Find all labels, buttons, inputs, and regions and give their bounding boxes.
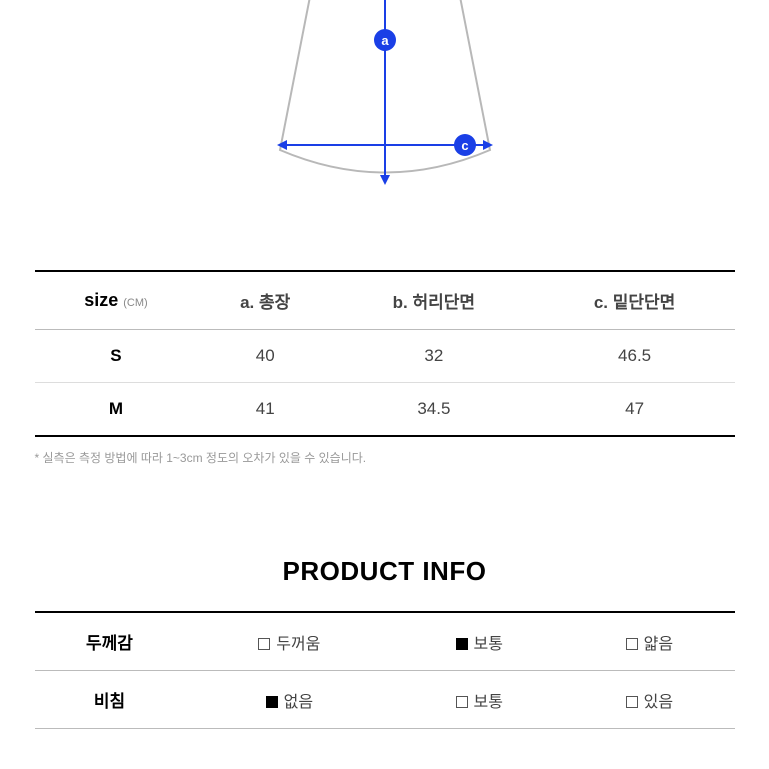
col-b-header: b. 허리단면 [333,271,535,330]
info-option: 없음 [185,671,395,729]
measurement-footnote: * 실측은 측정 방법에 따라 1~3cm 정도의 오차가 있을 수 있습니다. [35,449,735,466]
info-row-thickness: 두께감 두꺼움 보통 얇음 [35,612,735,671]
size-header-cell: size (CM) [35,271,198,330]
size-diagram: a c [0,0,769,220]
info-option: 보통 [394,612,564,671]
checkbox-icon [258,638,270,650]
size-value: 41 [197,383,333,437]
size-value: 40 [197,330,333,383]
checkbox-filled-icon [456,638,468,650]
marker-a: a [374,29,396,51]
info-label: 비침 [35,671,185,729]
skirt-diagram-svg: a c [205,0,565,210]
info-option: 얇음 [564,612,734,671]
checkbox-filled-icon [266,696,278,708]
info-option: 두꺼움 [185,612,395,671]
checkbox-icon [626,638,638,650]
checkbox-icon [626,696,638,708]
checkbox-icon [456,696,468,708]
size-value: 32 [333,330,535,383]
size-value: 34.5 [333,383,535,437]
product-info-table: 두께감 두꺼움 보통 얇음 비침 없음 보통 있음 [35,611,735,729]
info-option: 있음 [564,671,734,729]
svg-text:a: a [381,33,389,48]
size-row-m: M 41 34.5 47 [35,383,735,437]
size-value: 47 [535,383,735,437]
svg-text:c: c [461,138,468,153]
col-a-header: a. 총장 [197,271,333,330]
col-c-header: c. 밑단단면 [535,271,735,330]
info-row-seethrough: 비침 없음 보통 있음 [35,671,735,729]
size-row-s: S 40 32 46.5 [35,330,735,383]
size-label: S [35,330,198,383]
size-table: size (CM) a. 총장 b. 허리단면 c. 밑단단면 S 40 32 … [35,270,735,437]
info-option: 보통 [394,671,564,729]
size-table-header-row: size (CM) a. 총장 b. 허리단면 c. 밑단단면 [35,271,735,330]
marker-c: c [454,134,476,156]
arrow-a-bottom [380,175,390,185]
info-label: 두께감 [35,612,185,671]
size-label: M [35,383,198,437]
product-info-title: PRODUCT INFO [0,556,769,587]
size-value: 46.5 [535,330,735,383]
